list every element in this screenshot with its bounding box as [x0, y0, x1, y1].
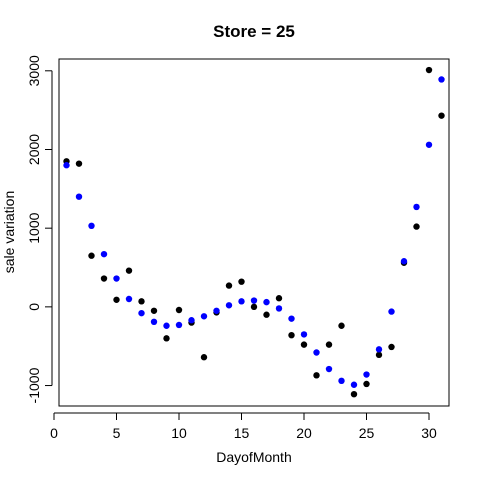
data-point: [400, 258, 408, 265]
data-point: [200, 313, 208, 320]
data-point: [175, 306, 183, 314]
x-tick-label: 0: [50, 425, 58, 441]
y-axis-label: sale variation: [1, 191, 17, 274]
data-point: [275, 305, 283, 312]
x-axis: 0 5 10 15 20 25 30: [50, 412, 437, 441]
y-axis: -1000 0 1000 2000 3000: [26, 55, 53, 403]
x-tick-label: 10: [171, 425, 187, 441]
data-point: [113, 275, 120, 282]
y-tick-label: 2000: [26, 134, 42, 165]
data-point: [313, 372, 320, 379]
data-point: [250, 303, 258, 311]
data-point: [263, 311, 270, 318]
data-point: [238, 298, 245, 305]
data-point: [300, 331, 308, 338]
data-point: [75, 160, 83, 167]
data-point: [88, 252, 95, 259]
data-point: [388, 308, 395, 315]
data-point: [338, 377, 345, 385]
plot-frame: [58, 58, 450, 407]
data-point: [225, 302, 233, 309]
data-point: [388, 343, 395, 351]
data-point: [138, 298, 145, 305]
x-tick-label: 20: [296, 425, 312, 441]
data-point: [338, 322, 345, 329]
y-tick-label: -1000: [26, 367, 42, 403]
data-point: [300, 341, 308, 348]
data-point: [238, 278, 245, 285]
data-point: [63, 162, 70, 169]
data-point: [125, 295, 133, 303]
x-axis-label: DayofMonth: [216, 449, 291, 465]
data-point: [413, 223, 420, 230]
data-point: [125, 267, 133, 274]
data-point: [375, 351, 383, 359]
data-point: [375, 346, 383, 353]
data-point: [425, 141, 433, 148]
data-point: [263, 298, 270, 306]
y-tick-label: 1000: [26, 212, 42, 243]
data-point: [288, 331, 295, 339]
data-point: [250, 297, 258, 304]
data-point: [438, 112, 445, 119]
data-point: [163, 322, 170, 329]
data-point: [325, 341, 333, 348]
x-tick-label: 30: [421, 425, 437, 441]
data-point: [288, 315, 295, 322]
data-point: [363, 380, 370, 388]
data-point: [100, 275, 108, 282]
data-point: [138, 309, 145, 317]
data-point: [100, 250, 108, 258]
data-point: [313, 349, 320, 356]
data-point: [113, 296, 120, 303]
data-point: [350, 381, 358, 388]
x-tick-label: 5: [113, 425, 121, 441]
series-1: [63, 76, 445, 388]
x-tick-label: 25: [359, 425, 375, 441]
data-point: [350, 390, 358, 398]
data-point: [163, 335, 170, 342]
data-point: [325, 365, 333, 373]
data-point: [213, 307, 220, 314]
data-point: [150, 318, 158, 326]
data-point: [363, 371, 370, 378]
data-point: [200, 354, 208, 361]
y-tick-label: 3000: [26, 55, 42, 86]
data-point: [425, 66, 433, 74]
data-point: [150, 307, 158, 314]
data-point: [225, 282, 233, 289]
chart-title: Store = 25: [213, 22, 295, 41]
data-point: [413, 203, 420, 211]
data-points: [63, 66, 445, 398]
x-tick-label: 15: [234, 425, 250, 441]
series-0: [63, 66, 445, 398]
data-point: [75, 193, 83, 200]
data-point: [175, 321, 183, 329]
y-tick-label: 0: [26, 303, 42, 311]
data-point: [88, 222, 95, 230]
data-point: [438, 76, 445, 83]
data-point: [275, 295, 283, 302]
data-point: [188, 317, 195, 324]
